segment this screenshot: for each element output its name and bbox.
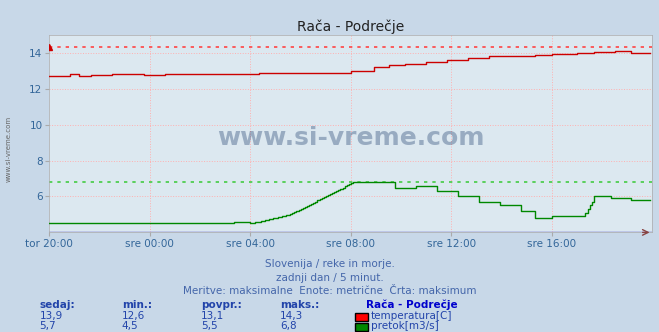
Text: 6,8: 6,8 xyxy=(280,321,297,331)
Text: min.:: min.: xyxy=(122,300,152,310)
Text: povpr.:: povpr.: xyxy=(201,300,242,310)
Text: temperatura[C]: temperatura[C] xyxy=(371,311,453,321)
Text: pretok[m3/s]: pretok[m3/s] xyxy=(371,321,439,331)
Text: 12,6: 12,6 xyxy=(122,311,145,321)
Title: Rača - Podrečje: Rača - Podrečje xyxy=(297,19,405,34)
Text: Rača - Podrečje: Rača - Podrečje xyxy=(366,299,457,310)
Text: www.si-vreme.com: www.si-vreme.com xyxy=(217,125,484,150)
Text: 5,5: 5,5 xyxy=(201,321,217,331)
Text: sedaj:: sedaj: xyxy=(40,300,75,310)
Text: 13,9: 13,9 xyxy=(40,311,63,321)
Text: 13,1: 13,1 xyxy=(201,311,224,321)
Text: Meritve: maksimalne  Enote: metrične  Črta: maksimum: Meritve: maksimalne Enote: metrične Črta… xyxy=(183,286,476,296)
Text: Slovenija / reke in morje.: Slovenija / reke in morje. xyxy=(264,259,395,269)
Text: 4,5: 4,5 xyxy=(122,321,138,331)
Text: 5,7: 5,7 xyxy=(40,321,56,331)
Text: www.si-vreme.com: www.si-vreme.com xyxy=(5,116,11,183)
Text: maks.:: maks.: xyxy=(280,300,320,310)
Text: 14,3: 14,3 xyxy=(280,311,303,321)
Text: zadnji dan / 5 minut.: zadnji dan / 5 minut. xyxy=(275,273,384,283)
